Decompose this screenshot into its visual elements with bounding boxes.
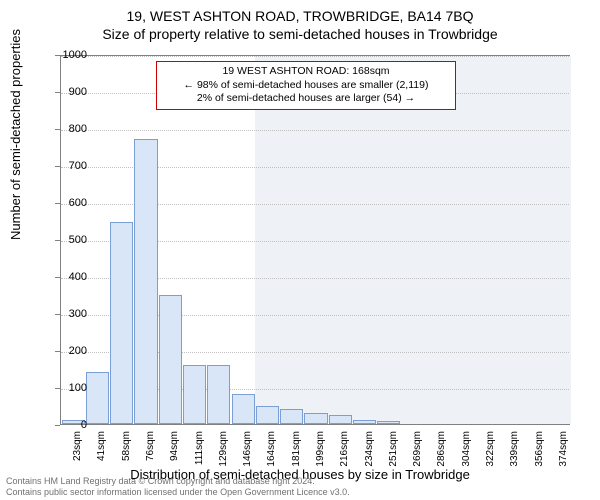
gridline [61, 130, 569, 131]
y-tick-label: 900 [69, 86, 87, 98]
histogram-bar [207, 365, 230, 424]
property-info-box: 19 WEST ASHTON ROAD: 168sqm← 98% of semi… [156, 61, 456, 110]
histogram-bar [110, 222, 133, 424]
address-title: 19, WEST ASHTON ROAD, TROWBRIDGE, BA14 7… [0, 0, 600, 24]
x-tick-label: 234sqm [364, 431, 375, 471]
info-box-line: 2% of semi-detached houses are larger (5… [165, 92, 447, 106]
histogram-bar [377, 421, 400, 424]
x-tick-label: 216sqm [339, 431, 350, 471]
y-tick-label: 300 [69, 308, 87, 320]
histogram-bar [159, 295, 182, 425]
x-tick-label: 94sqm [169, 431, 180, 471]
info-box-line: ← 98% of semi-detached houses are smalle… [165, 79, 447, 93]
y-tick-mark [55, 92, 60, 93]
x-tick-label: 111sqm [194, 431, 205, 471]
y-tick-label: 400 [69, 271, 87, 283]
histogram-bar [353, 420, 376, 424]
x-tick-label: 146sqm [242, 431, 253, 471]
x-tick-label: 269sqm [412, 431, 423, 471]
y-tick-mark [55, 129, 60, 130]
x-tick-label: 251sqm [388, 431, 399, 471]
x-tick-label: 286sqm [436, 431, 447, 471]
y-tick-label: 700 [69, 160, 87, 172]
y-tick-mark [55, 314, 60, 315]
x-tick-label: 181sqm [291, 431, 302, 471]
histogram-bar [134, 139, 157, 424]
x-tick-label: 322sqm [485, 431, 496, 471]
x-tick-label: 41sqm [96, 431, 107, 471]
x-tick-label: 339sqm [509, 431, 520, 471]
footer-line-2: Contains public sector information licen… [6, 487, 594, 498]
y-tick-label: 500 [69, 234, 87, 246]
plot-area: 19 WEST ASHTON ROAD: 168sqm← 98% of semi… [60, 55, 570, 425]
y-tick-mark [55, 388, 60, 389]
x-tick-label: 304sqm [461, 431, 472, 471]
x-tick-label: 58sqm [121, 431, 132, 471]
y-axis-label: Number of semi-detached properties [8, 29, 23, 240]
y-tick-label: 100 [69, 382, 87, 394]
y-tick-mark [55, 166, 60, 167]
y-tick-mark [55, 425, 60, 426]
x-tick-label: 199sqm [315, 431, 326, 471]
y-tick-label: 600 [69, 197, 87, 209]
info-box-line: 19 WEST ASHTON ROAD: 168sqm [165, 65, 447, 79]
y-tick-mark [55, 240, 60, 241]
x-tick-label: 374sqm [558, 431, 569, 471]
x-tick-label: 164sqm [266, 431, 277, 471]
histogram-bar [329, 415, 352, 424]
y-tick-label: 0 [81, 419, 87, 431]
chart-container: 19, WEST ASHTON ROAD, TROWBRIDGE, BA14 7… [0, 0, 600, 500]
y-tick-mark [55, 351, 60, 352]
histogram-bar [232, 394, 255, 424]
footer-line-1: Contains HM Land Registry data © Crown c… [6, 476, 594, 487]
x-tick-label: 23sqm [72, 431, 83, 471]
y-tick-mark [55, 203, 60, 204]
y-tick-label: 800 [69, 123, 87, 135]
x-tick-label: 356sqm [534, 431, 545, 471]
histogram-bar [86, 372, 109, 424]
footer-attribution: Contains HM Land Registry data © Crown c… [6, 476, 594, 498]
subtitle: Size of property relative to semi-detach… [0, 24, 600, 42]
y-tick-mark [55, 55, 60, 56]
histogram-bar [183, 365, 206, 424]
x-tick-label: 129sqm [218, 431, 229, 471]
histogram-bar [280, 409, 303, 424]
y-tick-mark [55, 277, 60, 278]
y-tick-label: 1000 [63, 49, 87, 61]
x-tick-label: 76sqm [145, 431, 156, 471]
highlight-region [255, 56, 571, 424]
y-tick-label: 200 [69, 345, 87, 357]
gridline [61, 56, 569, 57]
histogram-bar [304, 413, 327, 424]
histogram-plot: 19 WEST ASHTON ROAD: 168sqm← 98% of semi… [61, 56, 569, 424]
histogram-bar [256, 406, 279, 425]
